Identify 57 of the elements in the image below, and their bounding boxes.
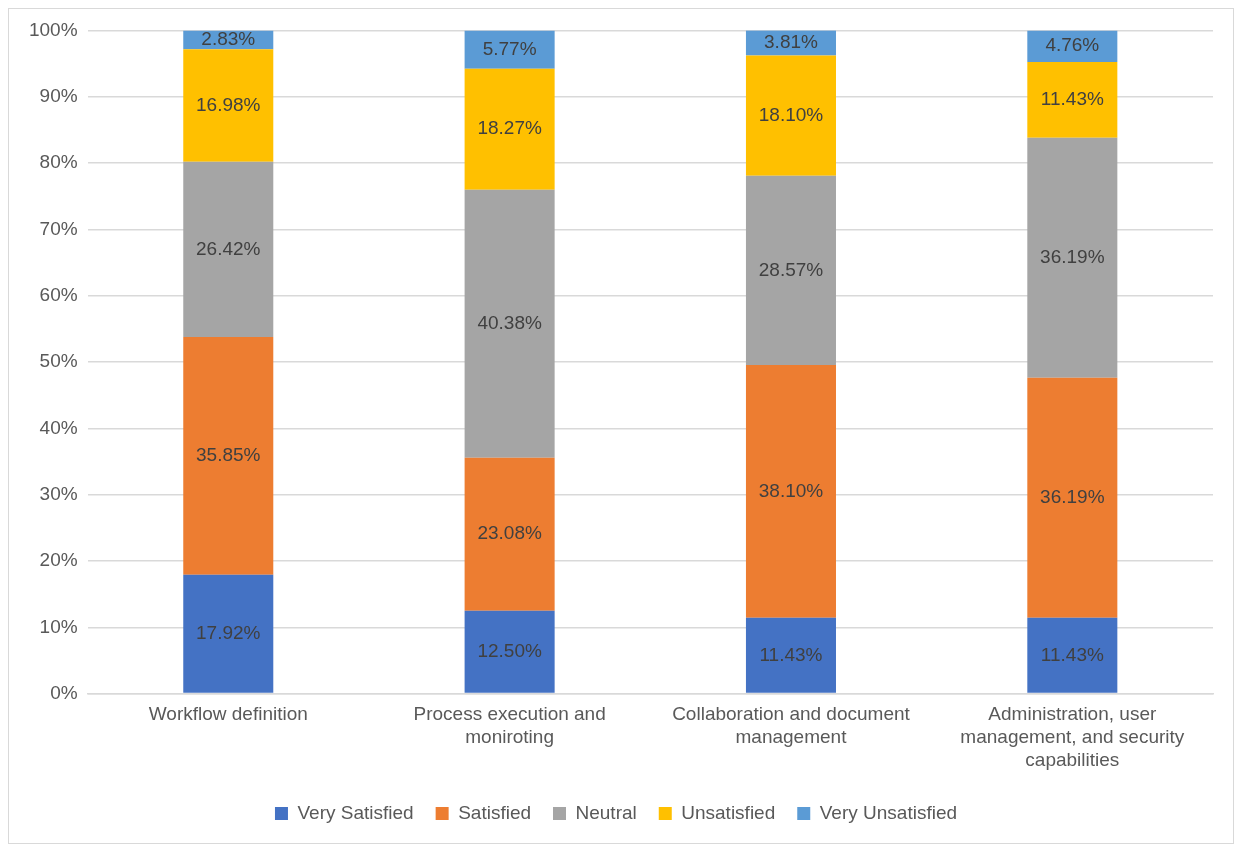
x-tick-label: Workflow definition <box>148 703 308 725</box>
bar <box>745 617 836 693</box>
bar <box>745 55 836 176</box>
legend-label: Very Satisfied <box>297 801 414 823</box>
y-tick-label: 40% <box>39 416 78 438</box>
data-label: 11.43% <box>1040 643 1104 665</box>
y-tick-label: 0% <box>50 681 78 703</box>
bar <box>1027 617 1118 693</box>
bar <box>1027 61 1118 138</box>
data-label: 2.83% <box>201 28 256 50</box>
legend-label: Unsatisfied <box>681 801 776 823</box>
y-tick-label: 60% <box>39 283 78 305</box>
bar <box>183 574 274 693</box>
bar <box>1027 137 1118 378</box>
bar <box>745 365 836 618</box>
legend-label: Very Unsatisfied <box>819 801 958 823</box>
data-label: 28.57% <box>758 258 824 280</box>
data-label: 40.38% <box>477 311 542 333</box>
x-tick-label: Collaboration and document management <box>672 703 911 748</box>
y-tick-label: 30% <box>39 482 78 504</box>
bar <box>183 161 274 337</box>
bar <box>1027 377 1118 618</box>
data-label: 4.76% <box>1045 34 1100 56</box>
x-tick-label: Administration, user management, and security capabilities <box>960 703 1185 770</box>
data-label: 3.81% <box>764 31 819 53</box>
bar <box>464 610 555 693</box>
bar <box>464 30 555 69</box>
data-label: 18.10% <box>758 103 824 125</box>
y-tick-label: 50% <box>39 350 78 372</box>
data-label: 16.98% <box>196 93 261 115</box>
data-label: 12.50% <box>477 640 542 662</box>
data-label: 36.19% <box>1040 486 1105 508</box>
legend-label: Satisfied <box>458 801 532 823</box>
data-label: 17.92% <box>196 622 261 644</box>
data-label: 38.10% <box>758 479 824 501</box>
bar <box>464 189 555 458</box>
y-tick-label: 100% <box>28 18 78 40</box>
y-tick-label: 20% <box>39 549 78 571</box>
bar <box>464 68 555 190</box>
y-tick-label: 70% <box>39 217 78 239</box>
data-label: 11.43% <box>759 643 823 665</box>
data-label: 23.08% <box>477 522 542 544</box>
y-tick-label: 80% <box>39 151 78 173</box>
data-label: 18.27% <box>477 117 542 139</box>
bar <box>183 337 274 575</box>
bar <box>464 457 555 611</box>
data-label: 5.77% <box>482 37 537 59</box>
x-tick-label: Process execution and moniroting <box>413 703 606 748</box>
y-tick-label: 90% <box>39 84 78 106</box>
data-label: 11.43% <box>1040 88 1104 110</box>
legend-label: Neutral <box>575 801 637 823</box>
data-label: 35.85% <box>196 444 261 466</box>
bar <box>183 49 274 162</box>
data-label: 36.19% <box>1040 246 1105 268</box>
y-tick-label: 10% <box>39 615 78 637</box>
data-label: 26.42% <box>196 237 261 259</box>
bar <box>745 175 836 366</box>
